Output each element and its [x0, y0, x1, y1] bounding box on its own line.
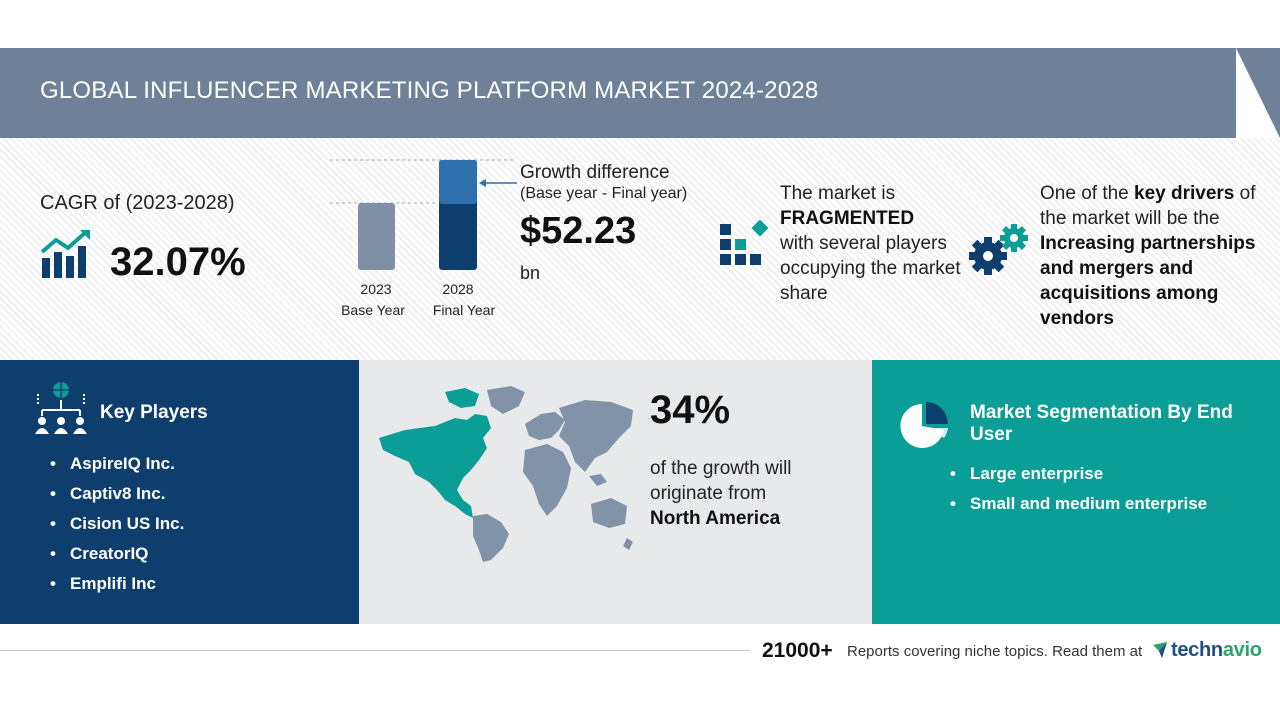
pie-chart-icon [900, 402, 948, 448]
driver-emphasis: key drivers [1134, 183, 1235, 204]
bar-final-year-growth [439, 160, 477, 204]
driver-text: One of the key drivers of the market wil… [1040, 181, 1276, 331]
fragmentation-text: The market is FRAGMENTED with several pl… [780, 181, 970, 306]
growth-unit: bn [520, 263, 541, 283]
stats-band [0, 138, 1280, 360]
growth-chart-icon [40, 230, 90, 278]
bar-year-base: 2023 [360, 281, 391, 297]
list-item: Captiv8 Inc. [50, 483, 184, 513]
header-bar [0, 48, 1280, 138]
brand-accent: avio [1222, 638, 1262, 661]
cagr-label: CAGR of (2023-2028) [40, 192, 235, 214]
fragmentation-emphasis: FRAGMENTED [780, 208, 915, 229]
bar-base-year [358, 203, 395, 270]
region-text: of the growth will originate from North … [650, 456, 850, 531]
driver-middle: of the market will be the [1040, 183, 1256, 229]
gears-icon [969, 224, 1028, 275]
list-item: Emplifi Inc [50, 573, 184, 603]
technavio-wordmark: technavio [1171, 639, 1262, 662]
footer-divider [0, 650, 750, 651]
list-item: AspireIQ Inc. [50, 453, 184, 483]
network-people-icon [35, 382, 87, 434]
report-count: 21000+ [762, 639, 833, 662]
bar-caption-base: Base Year [341, 302, 405, 318]
fragmentation-line2: with several players occupying the marke… [780, 233, 961, 304]
footer-text: Reports covering niche topics. Read them… [847, 643, 1143, 660]
bar-caption-final: Final Year [433, 302, 496, 318]
fragmentation-line1: The market is [780, 183, 896, 204]
growth-bar-chart: 2023 Base Year 2028 Final Year [330, 159, 517, 318]
region-description: of the growth will originate from [650, 458, 792, 504]
list-item: CreatorIQ [50, 543, 184, 573]
segmentation-list: Large enterprise Small and medium enterp… [950, 463, 1207, 523]
world-map-icon [379, 386, 633, 562]
brand-main: techn [1171, 638, 1223, 661]
bar-year-final: 2028 [442, 281, 473, 297]
list-item: Large enterprise [950, 463, 1207, 493]
driver-value: Increasing partnerships and mergers and … [1040, 233, 1256, 329]
key-players-list: AspireIQ Inc. Captiv8 Inc. Cision US Inc… [50, 453, 184, 603]
list-item: Small and medium enterprise [950, 493, 1207, 523]
segmentation-title: Market Segmentation By End User [970, 402, 1233, 445]
technavio-mark-icon [1153, 642, 1167, 658]
fragmented-blocks-icon [720, 220, 769, 265]
growth-sublabel: (Base year - Final year) [520, 185, 688, 202]
region-name: North America [650, 508, 781, 529]
growth-value: $52.23 [520, 210, 637, 252]
cagr-value: 32.07% [110, 240, 246, 284]
page-title: GLOBAL INFLUENCER MARKETING PLATFORM MAR… [40, 77, 819, 104]
technavio-logo[interactable]: technavio [1152, 638, 1262, 662]
growth-label: Growth difference [520, 162, 670, 183]
list-item: Cision US Inc. [50, 513, 184, 543]
driver-prefix: One of the [1040, 183, 1129, 204]
growth-arrow-head [479, 179, 486, 187]
header-corner-cut [1236, 48, 1280, 138]
key-players-title: Key Players [100, 402, 208, 423]
region-share-value: 34% [650, 388, 731, 432]
